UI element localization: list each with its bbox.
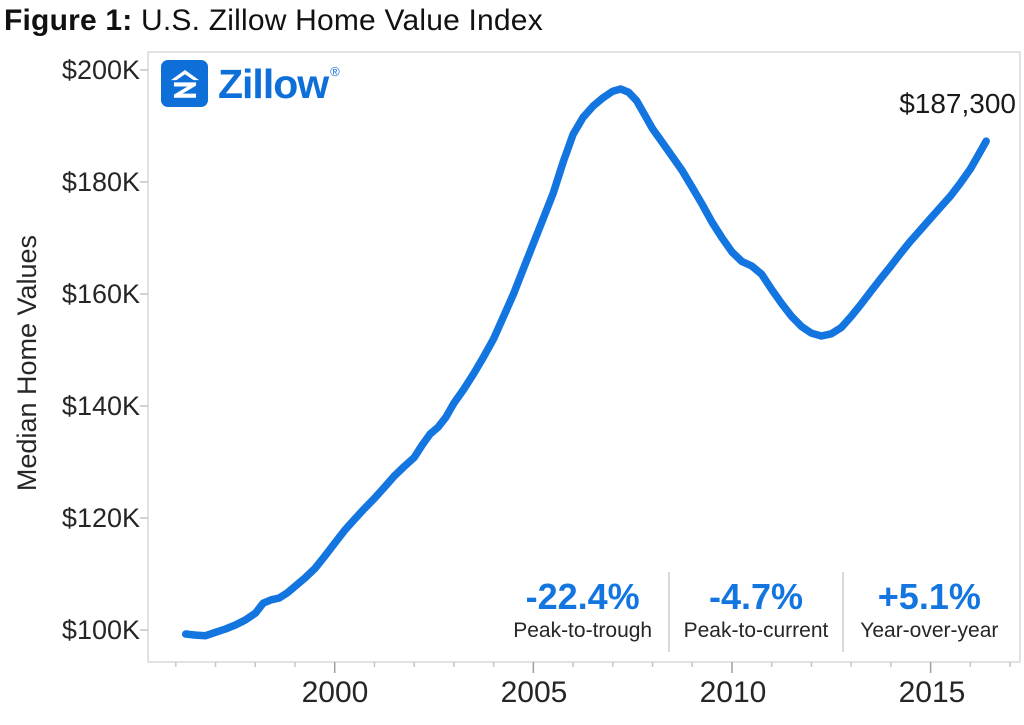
stat-label: Peak-to-current <box>683 619 829 642</box>
stat-divider <box>841 572 844 652</box>
stat-label: Peak-to-trough <box>513 619 653 642</box>
stat-value: -22.4% <box>525 576 640 617</box>
y-axis-title: Median Home Values <box>12 234 42 492</box>
stat-value: -4.7% <box>708 576 804 617</box>
figure-title-text: U.S. Zillow Home Value Index <box>132 4 543 37</box>
zillow-logo-icon <box>161 60 208 107</box>
y-tick-label-140k: $140K <box>61 391 140 421</box>
x-tick-label-2015: 2015 <box>898 676 966 709</box>
y-tick-label-180k: $180K <box>61 167 140 197</box>
y-tick-label-120k: $120K <box>61 503 140 533</box>
zillow-wordmark: Zillow <box>218 61 329 107</box>
stat-peak-to-current: -4.7% Peak-to-current <box>670 572 841 652</box>
y-tick-label-200k: $200K <box>61 55 140 85</box>
figure-title-prefix: Figure 1: <box>4 4 133 37</box>
stat-value: +5.1% <box>877 576 981 617</box>
zillow-logo: Zillow ® <box>161 60 340 108</box>
stats-panel: -22.4% Peak-to-trough -4.7% Peak-to-curr… <box>497 572 1015 652</box>
stat-divider <box>668 572 671 652</box>
x-tick-label-2005: 2005 <box>500 676 568 709</box>
plot-border <box>147 51 1021 663</box>
x-tick-label-2000: 2000 <box>301 676 369 709</box>
registered-trademark-mark: ® <box>330 64 340 79</box>
y-tick-label-160k: $160K <box>61 279 140 309</box>
figure-title: Figure 1: U.S. Zillow Home Value Index <box>4 4 543 38</box>
home-value-index-line <box>181 85 990 640</box>
y-tick-label-100k: $100K <box>61 615 140 645</box>
latest-value-annotation: $187,300 <box>899 88 1016 119</box>
stat-year-over-year: +5.1% Year-over-year <box>844 572 1015 652</box>
stat-label: Year-over-year <box>860 619 999 642</box>
zillow-z-house-glyph <box>170 69 199 98</box>
x-tick-label-2010: 2010 <box>699 676 767 709</box>
stat-peak-to-trough: -22.4% Peak-to-trough <box>497 572 668 652</box>
